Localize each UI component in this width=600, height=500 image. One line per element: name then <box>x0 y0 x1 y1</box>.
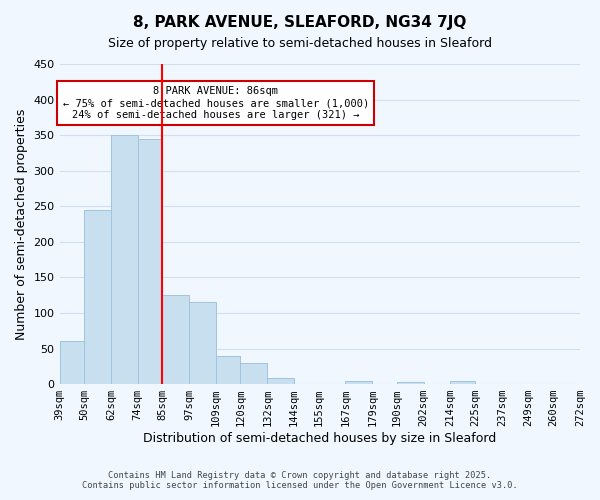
Bar <box>267 378 294 384</box>
Text: Contains HM Land Registry data © Crown copyright and database right 2025.
Contai: Contains HM Land Registry data © Crown c… <box>82 470 518 490</box>
Bar <box>111 135 138 384</box>
Text: 8 PARK AVENUE: 86sqm
← 75% of semi-detached houses are smaller (1,000)
24% of se: 8 PARK AVENUE: 86sqm ← 75% of semi-detac… <box>62 86 369 120</box>
Bar <box>241 362 267 384</box>
Text: 8, PARK AVENUE, SLEAFORD, NG34 7JQ: 8, PARK AVENUE, SLEAFORD, NG34 7JQ <box>133 15 467 30</box>
Bar <box>162 295 189 384</box>
Bar <box>451 380 475 384</box>
Bar <box>189 302 216 384</box>
Y-axis label: Number of semi-detached properties: Number of semi-detached properties <box>15 108 28 340</box>
Bar <box>84 210 111 384</box>
Text: Size of property relative to semi-detached houses in Sleaford: Size of property relative to semi-detach… <box>108 38 492 51</box>
Bar <box>397 382 424 384</box>
Bar <box>346 380 372 384</box>
X-axis label: Distribution of semi-detached houses by size in Sleaford: Distribution of semi-detached houses by … <box>143 432 496 445</box>
Bar <box>216 356 241 384</box>
Bar <box>138 138 162 384</box>
Bar <box>59 342 84 384</box>
